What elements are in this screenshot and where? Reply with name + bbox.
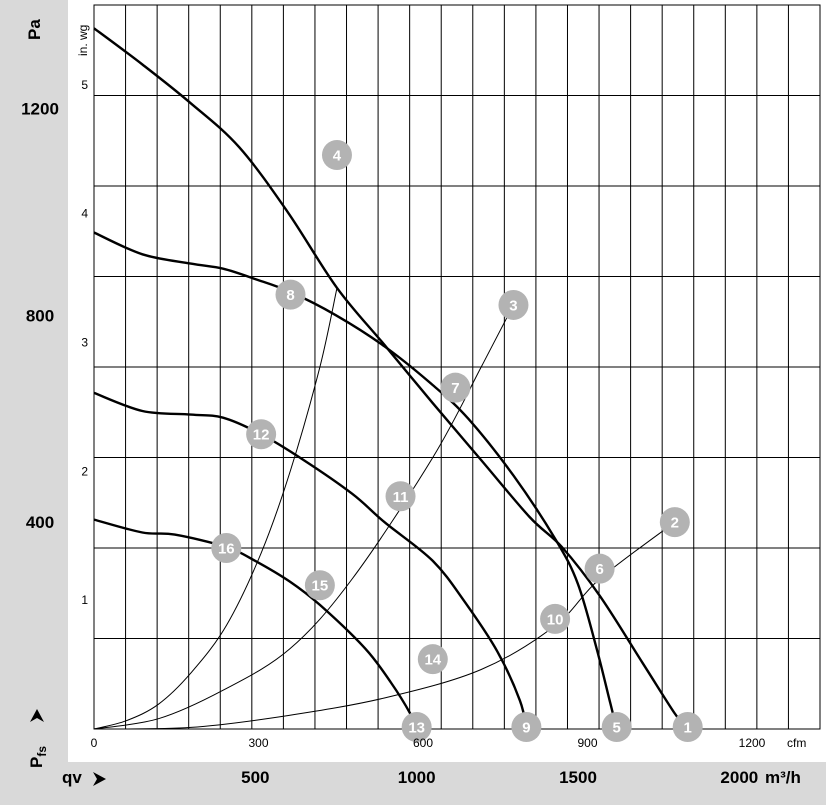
marker-circle — [385, 481, 416, 512]
marker-label: 1 — [684, 720, 692, 737]
marker-circle — [417, 644, 448, 675]
y-left-unit: Pa — [25, 19, 44, 40]
pfs-main: P — [27, 757, 46, 768]
marker-label: 14 — [424, 652, 441, 669]
marker-circle — [511, 712, 542, 742]
marker-label: 3 — [509, 297, 517, 314]
pfs-label: Pfs — [27, 746, 49, 768]
grid — [93, 4, 821, 730]
marker-14: 14 — [417, 644, 448, 675]
x-inner-tick: 300 — [248, 736, 268, 750]
marker-circle — [321, 139, 352, 170]
marker-circle — [211, 533, 242, 563]
marker-8: 8 — [275, 279, 306, 310]
marker-2: 2 — [659, 507, 690, 538]
system-curves — [93, 287, 688, 730]
y-inner-tick: 1 — [81, 593, 88, 607]
marker-label: 11 — [393, 489, 409, 506]
marker-circle — [401, 712, 432, 742]
marker-12: 12 — [246, 419, 277, 450]
marker-9: 9 — [511, 712, 542, 742]
marker-label: 16 — [218, 541, 235, 558]
marker-7: 7 — [440, 372, 471, 403]
marker-circle — [672, 712, 703, 742]
marker-13: 13 — [401, 712, 432, 742]
marker-1: 1 — [672, 712, 703, 742]
marker-6: 6 — [584, 553, 615, 584]
marker-15: 15 — [304, 570, 335, 601]
marker-circle — [304, 570, 335, 601]
fan-curve-3 — [93, 391, 528, 730]
y-left-tick: 1200 — [21, 99, 59, 118]
pfs-sub: fs — [35, 746, 49, 757]
marker-circle — [440, 372, 471, 403]
y-left-tick: 800 — [26, 306, 54, 325]
marker-circle — [498, 289, 529, 320]
svg-text:Pfs: Pfs — [27, 746, 49, 768]
fan-curve-2 — [93, 231, 618, 730]
marker-circle — [601, 712, 632, 742]
system-curve-2 — [93, 521, 676, 730]
y-inner-tick: 4 — [81, 207, 88, 221]
marker-label: 10 — [547, 611, 564, 628]
marker-circle — [246, 419, 277, 450]
x-inner-tick: 1200 — [739, 736, 766, 750]
marker-10: 10 — [540, 603, 571, 634]
marker-label: 4 — [333, 147, 342, 164]
system-curve-3 — [93, 304, 514, 730]
pfs-arrow-icon — [30, 709, 44, 722]
marker-label: 2 — [671, 515, 679, 532]
x-bottom-tick: 1500 — [559, 768, 597, 787]
marker-label: 15 — [312, 578, 329, 595]
marker-4: 4 — [321, 139, 352, 170]
system-curve-4 — [93, 287, 338, 730]
marker-label: 12 — [253, 427, 270, 444]
marker-label: 8 — [286, 287, 294, 304]
marker-5: 5 — [601, 712, 632, 742]
marker-label: 6 — [595, 561, 603, 578]
marker-label: 13 — [408, 720, 425, 737]
x-inner-tick: 900 — [577, 736, 597, 750]
y-inner-tick: 2 — [81, 464, 88, 478]
left-axis-band — [0, 0, 68, 762]
x-bottom-label: qv — [62, 768, 82, 787]
marker-16: 16 — [211, 533, 242, 563]
marker-circle — [659, 507, 690, 538]
marker-label: 5 — [613, 720, 621, 737]
marker-circle — [584, 553, 615, 584]
marker-3: 3 — [498, 289, 529, 320]
x-inner-tick: 600 — [413, 736, 433, 750]
marker-label: 9 — [522, 720, 530, 737]
x-inner-tick: 0 — [91, 736, 98, 750]
marker-label: 7 — [451, 380, 459, 397]
x-inner-unit: cfm — [787, 736, 806, 750]
y-left-tick: 400 — [26, 513, 54, 532]
marker-circle — [275, 279, 306, 310]
qv-arrow-icon — [93, 772, 106, 786]
x-bottom-tick: 2000 — [720, 768, 758, 787]
marker-circle — [540, 603, 571, 634]
y-inner-tick: 5 — [81, 78, 88, 92]
y-inner-tick: 3 — [81, 336, 88, 350]
y-inner-unit: in. wg — [76, 25, 90, 56]
marker-11: 11 — [385, 481, 416, 512]
fan-curves — [93, 27, 689, 730]
bottom-axis-band — [0, 762, 826, 805]
fan-curve-4 — [93, 518, 418, 730]
x-bottom-tick: 1000 — [398, 768, 436, 787]
x-bottom-unit: m³/h — [765, 768, 801, 787]
fan-curve-1 — [93, 27, 689, 730]
x-bottom-tick: 500 — [241, 768, 269, 787]
